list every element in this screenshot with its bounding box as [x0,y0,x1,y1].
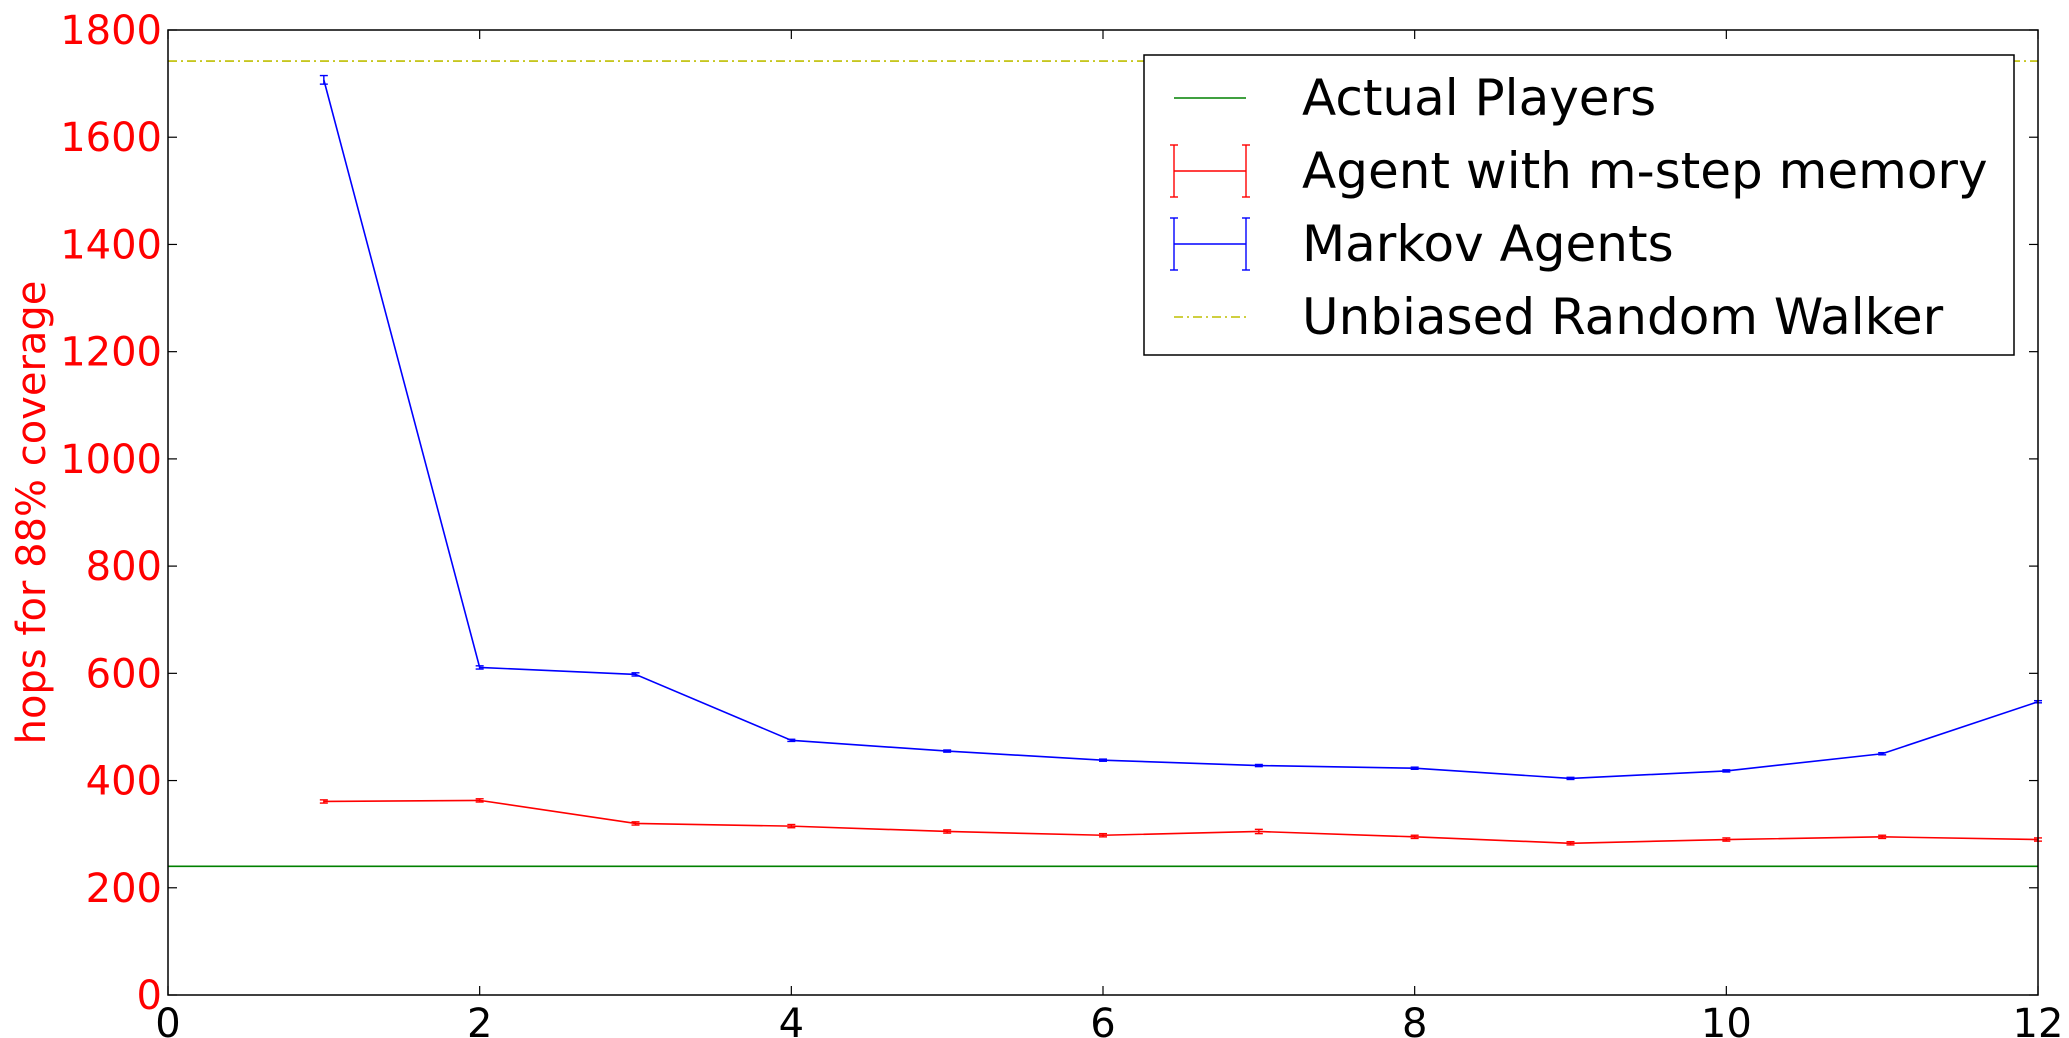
error-bar [787,823,796,829]
series-line [323,799,2039,845]
legend-item: Actual Players [1174,69,1656,127]
error-bar [1410,834,1419,840]
error-bar [475,798,484,803]
error-bar [1878,834,1887,840]
error-bar [943,749,952,753]
x-tick-label: 10 [1701,1001,1752,1038]
error-bar [631,821,640,826]
y-tick-label: 1000 [60,437,162,483]
error-bar [1722,769,1731,773]
y-tick-label: 600 [86,651,162,697]
error-bar [787,738,796,743]
y-tick-label: 800 [86,544,162,590]
x-tick-label: 0 [155,1001,180,1038]
error-bar [1099,832,1107,838]
legend: Actual Players Agent with m-step memory Ma… [1143,54,2015,356]
x-tick-label: 6 [1090,1001,1115,1038]
x-tick-label: 8 [1402,1001,1427,1038]
legend-label: Unbiased Random Walker [1302,288,1944,346]
x-tick-label: 4 [779,1001,804,1038]
x-tick-label: 12 [2013,1001,2064,1038]
y-axis-label: hops for 88% coverage [9,281,55,745]
axes: 0 2 4 6 8 10 12 0 200 400 600 800 1000 1200 1400 1600 18… [60,8,2063,1038]
y-tick-label: 0 [137,973,162,1019]
legend-label: Actual Players [1302,69,1656,127]
error-bar [1254,763,1263,768]
plot-area [168,60,2042,868]
x-tick-label: 2 [467,1001,492,1038]
error-bar [631,672,640,677]
error-bar [1722,837,1731,842]
error-bar [319,799,328,804]
series-agent-with-m-step-memory [319,798,2042,846]
y-tick-label: 1800 [60,8,162,54]
error-bar [1254,828,1263,835]
y-tick-label: 1600 [60,115,162,161]
error-bar [1878,751,1887,756]
legend-item: Agent with m-step memory [1170,142,1988,200]
legend-item: Markov Agents [1170,215,1674,273]
error-bar [1099,758,1107,762]
legend-label: Agent with m-step memory [1302,142,1988,200]
error-bar [475,665,484,670]
y-tick-label: 1400 [60,222,162,268]
y-tick-label: 400 [86,759,162,805]
legend-label: Markov Agents [1302,215,1674,273]
legend-item: Unbiased Random Walker [1174,288,1944,346]
error-bar [319,74,328,85]
legend-box [1143,54,2015,356]
error-bar [1566,840,1575,846]
error-bar [1410,766,1419,770]
error-bar [1566,776,1575,781]
error-bar [943,829,952,834]
y-tick-label: 200 [86,866,162,912]
series-line [323,79,2039,780]
y-tick-label: 1200 [60,330,162,376]
